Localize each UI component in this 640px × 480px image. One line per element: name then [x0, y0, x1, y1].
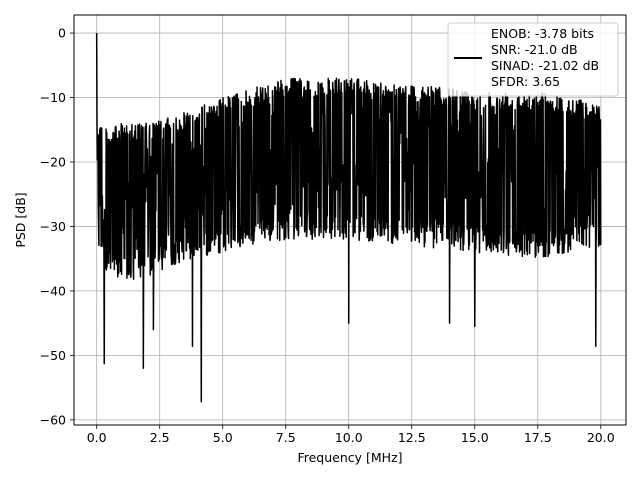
legend-entry-sfdr: SFDR: 3.65 — [491, 74, 560, 89]
legend-box — [447, 22, 619, 97]
x-axis-ticks: 0.0 2.5 5.0 7.5 10.0 12.5 15.0 17.5 20.0 — [87, 425, 615, 445]
y-tick-label: −20 — [40, 154, 66, 169]
x-tick-label: 0.0 — [87, 430, 107, 445]
legend: ENOB: -3.78 bits SNR: -21.0 dB SINAD: -2… — [447, 22, 619, 97]
x-tick-label: 12.5 — [398, 430, 426, 445]
legend-entry-enob: ENOB: -3.78 bits — [491, 26, 594, 41]
x-tick-label: 7.5 — [276, 430, 296, 445]
x-tick-label: 17.5 — [524, 430, 552, 445]
plot-area — [95, 33, 602, 403]
y-tick-label: −10 — [40, 90, 66, 105]
psd-series-line — [95, 33, 602, 403]
x-tick-label: 5.0 — [213, 430, 233, 445]
legend-entry-sinad: SINAD: -21.02 dB — [491, 58, 599, 73]
axes-frame — [73, 14, 627, 426]
y-tick-label: −50 — [40, 348, 66, 363]
x-tick-label: 20.0 — [587, 430, 615, 445]
y-axis-label: PSD [dB] — [13, 192, 28, 247]
y-tick-label: −40 — [40, 283, 66, 298]
x-tick-label: 15.0 — [461, 430, 489, 445]
legend-entry-snr: SNR: -21.0 dB — [491, 42, 578, 57]
y-tick-label: −60 — [40, 412, 66, 427]
x-tick-label: 2.5 — [150, 430, 170, 445]
y-tick-label: 0 — [58, 26, 66, 41]
y-tick-label: −30 — [40, 219, 66, 234]
x-axis-label: Frequency [MHz] — [297, 450, 402, 465]
x-tick-label: 10.0 — [335, 430, 363, 445]
y-axis-ticks: 0 −10 −20 −30 −40 −50 −60 — [40, 26, 74, 427]
